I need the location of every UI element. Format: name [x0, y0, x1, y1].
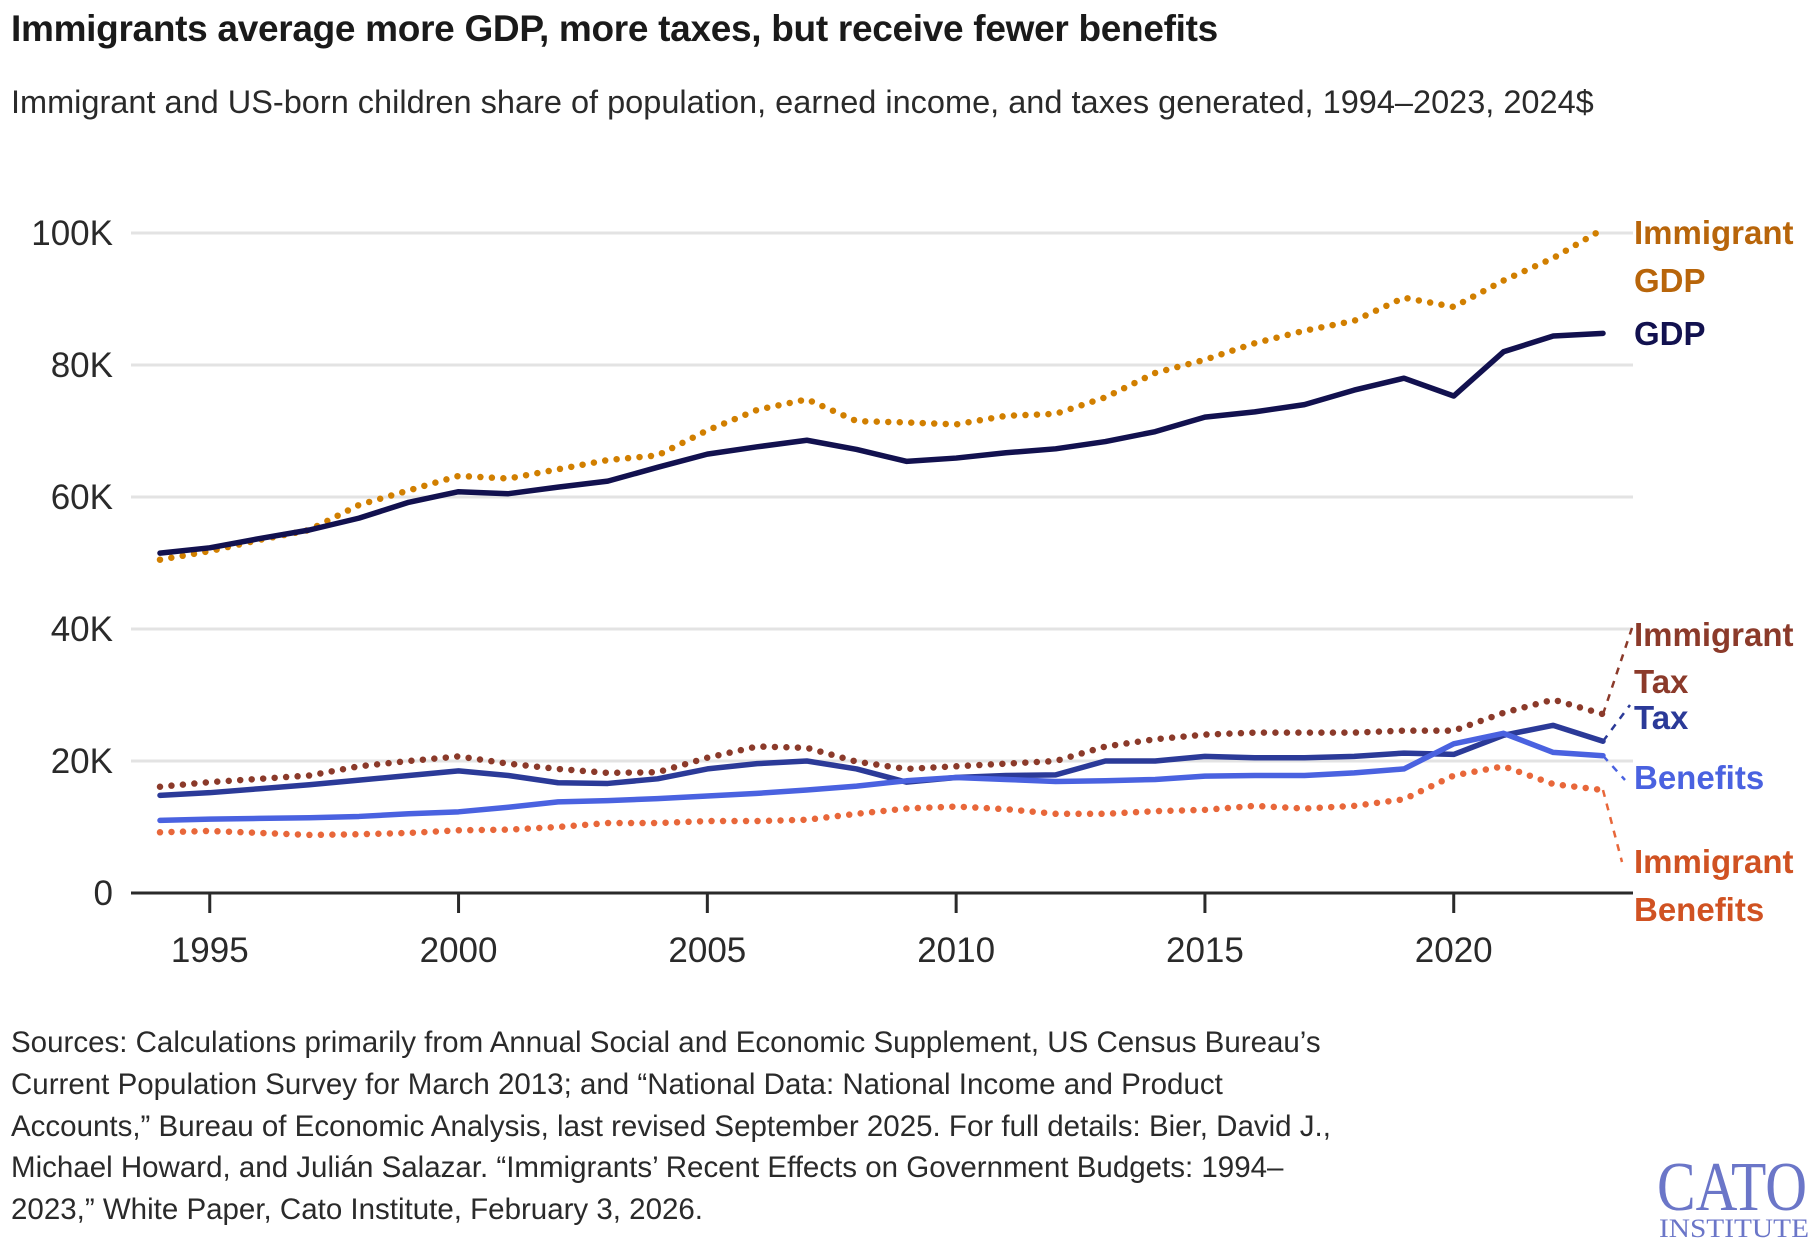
leader-line-benefits — [1602, 754, 1626, 781]
sources-line: 2023,” White Paper, Cato Institute, Febr… — [11, 1193, 703, 1227]
series-label-gdp: GDP — [1634, 315, 1706, 352]
gridlines — [131, 231, 1633, 763]
x-tick-label: 2000 — [420, 931, 498, 970]
sources-line: Current Population Survey for March 2013… — [11, 1067, 1223, 1101]
series-line-benefits — [157, 730, 1606, 824]
x-tick-label: 2005 — [668, 931, 746, 970]
series-lines — [156, 225, 1634, 863]
y-tick-label: 60K — [51, 478, 113, 517]
x-tick-label: 2020 — [1415, 931, 1493, 970]
x-tick-label: 2015 — [1166, 931, 1244, 970]
leader-line-immigrant-benefits — [1601, 789, 1624, 863]
leader-line-immigrant-tax — [1601, 627, 1634, 715]
series-line-immigrant-tax — [156, 696, 1607, 790]
series-label-benefits: Benefits — [1634, 759, 1764, 796]
y-tick-label: 40K — [51, 610, 113, 649]
chart-title: Immigrants average more GDP, more taxes,… — [11, 8, 1218, 49]
sources-note: Sources: Calculations primarily from Ann… — [11, 1022, 1331, 1231]
series-label-immigrant-tax: Tax — [1634, 663, 1689, 700]
series-line-gdp — [157, 330, 1606, 556]
series-label-immigrant-benefits: Immigrant — [1634, 843, 1794, 880]
y-tick-label: 0 — [94, 874, 113, 913]
series-line-immigrant-benefits — [156, 763, 1607, 839]
y-tick-label: 100K — [31, 214, 113, 253]
chart-subtitle: Immigrant and US-born children share of … — [11, 84, 1594, 120]
y-tick-label: 20K — [51, 742, 113, 781]
y-tick-label: 80K — [51, 346, 113, 385]
series-label-immigrant-gdp: GDP — [1634, 262, 1706, 299]
sources-line: Sources: Calculations primarily from Ann… — [11, 1026, 1321, 1059]
x-tick-label: 1995 — [171, 931, 249, 970]
series-line-immigrant-gdp — [156, 225, 1607, 563]
leader-line-tax — [1601, 704, 1632, 742]
series-label-immigrant-gdp: Immigrant — [1634, 214, 1794, 251]
series-line-tax — [157, 722, 1606, 799]
logo-text-cato: CATO — [1657, 1149, 1807, 1226]
line-chart: 0 20K 40K 60K 80K 100K 1995 2000 2005 2010 2015 20… — [31, 214, 1794, 970]
logo-text-institute: INSTITUTE — [1659, 1214, 1809, 1243]
x-axis: 1995 2000 2005 2010 2015 2020 — [131, 891, 1633, 970]
series-label-immigrant-benefits: Benefits — [1634, 891, 1764, 928]
series-label-immigrant-tax: Immigrant — [1634, 616, 1794, 653]
series-label-tax: Tax — [1634, 699, 1689, 736]
cato-institute-logo: CATO INSTITUTE — [1657, 1149, 1809, 1243]
sources-line: Michael Howard, and Julián Salazar. “Imm… — [11, 1151, 1284, 1185]
x-tick-label: 2010 — [917, 931, 995, 970]
y-axis-ticks: 0 20K 40K 60K 80K 100K — [31, 214, 113, 913]
sources-line: Accounts,” Bureau of Economic Analysis, … — [11, 1109, 1331, 1143]
